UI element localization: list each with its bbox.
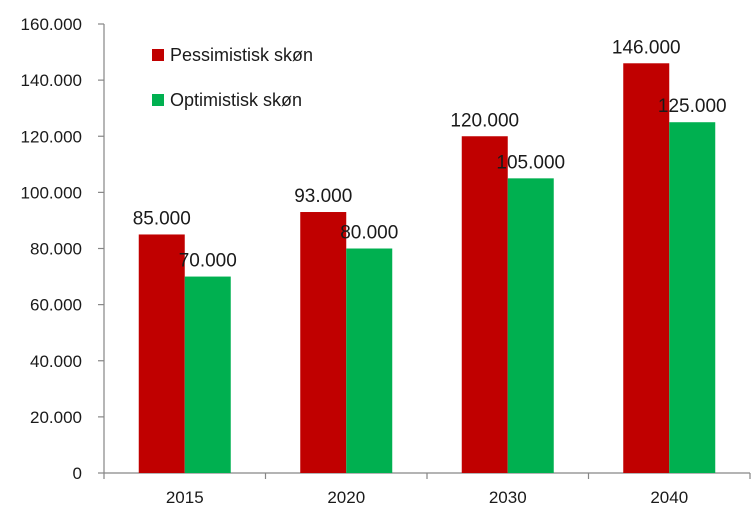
- x-tick-label: 2020: [327, 488, 365, 507]
- x-axis: 2015 2020 2030 2040: [103, 472, 751, 507]
- data-label: 146.000: [612, 37, 681, 58]
- legend-label: Optimistisk skøn: [170, 90, 302, 110]
- bar: [346, 248, 393, 473]
- data-label: 80.000: [340, 223, 398, 244]
- bar: [184, 276, 231, 473]
- data-label: 70.000: [179, 251, 237, 272]
- y-axis: 0 20.000 40.000 60.000 80.000 100.000 120.000 1…: [21, 15, 105, 483]
- y-tick-label: 100.000: [21, 183, 82, 202]
- bar: [669, 122, 716, 473]
- y-tick-label: 20.000: [30, 408, 82, 427]
- data-label: 125.000: [658, 96, 727, 117]
- bar: [461, 136, 508, 473]
- x-tick-label: 2040: [650, 488, 688, 507]
- data-label: 93.000: [294, 186, 352, 207]
- legend-swatch: [152, 49, 164, 61]
- data-labels: 85.000 70.000 93.000 80.000 120.000 105.000 14…: [133, 37, 727, 271]
- y-tick-label: 140.000: [21, 71, 82, 90]
- legend-swatch: [152, 94, 164, 106]
- data-label: 85.000: [133, 208, 191, 229]
- bar: [623, 63, 670, 473]
- data-label: 105.000: [496, 152, 565, 173]
- bar: [507, 178, 554, 473]
- bar: [300, 212, 347, 474]
- bars: [138, 63, 716, 474]
- y-tick-label: 0: [73, 464, 82, 483]
- y-tick-label: 120.000: [21, 127, 82, 146]
- x-tick-label: 2015: [166, 488, 204, 507]
- y-tick-label: 80.000: [30, 240, 82, 259]
- x-tick-label: 2030: [489, 488, 527, 507]
- y-tick-label: 40.000: [30, 352, 82, 371]
- legend-label: Pessimistisk skøn: [170, 45, 313, 65]
- legend: Pessimistisk skøn Optimistisk skøn: [152, 45, 313, 110]
- y-tick-label: 60.000: [30, 296, 82, 315]
- bar: [138, 234, 185, 473]
- data-label: 120.000: [450, 110, 519, 131]
- y-tick-label: 160.000: [21, 15, 82, 34]
